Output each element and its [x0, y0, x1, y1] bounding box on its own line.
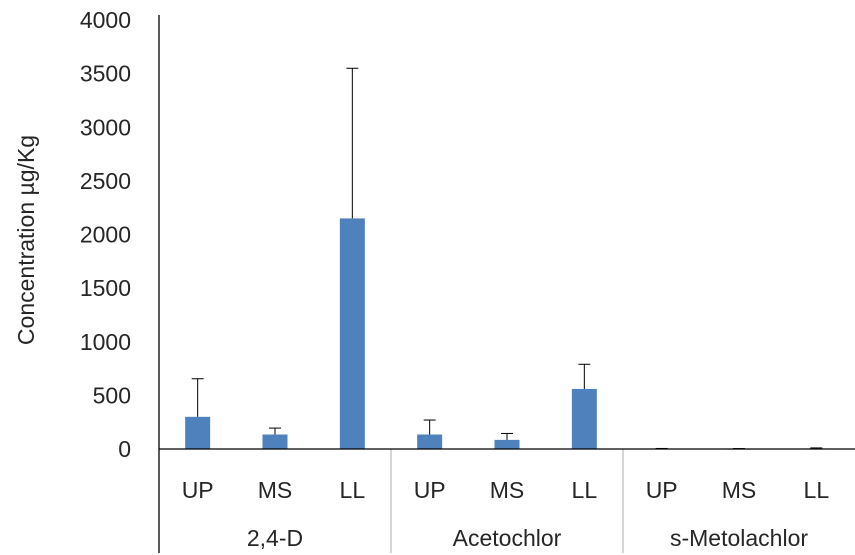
x-category-label: UP [646, 477, 678, 503]
bar [417, 434, 443, 449]
x-category-label: LL [804, 477, 830, 503]
x-category-label: LL [340, 477, 366, 503]
x-category-label: UP [182, 477, 214, 503]
y-tick-label: 3500 [80, 61, 131, 87]
x-group-label: 2,4-D [247, 525, 303, 551]
x-category-label: MS [258, 477, 293, 503]
x-axis-labels: UP MS LL 2,4-D UP MS LL Acetochlor UP MS LL s-Metol… [182, 477, 830, 551]
y-tick-label: 1000 [80, 329, 131, 355]
y-tick-label: 500 [93, 382, 131, 408]
y-tick-label: 2500 [80, 168, 131, 194]
bar [494, 439, 520, 449]
y-tick-label: 0 [118, 436, 131, 462]
x-group-label: s-Metolachlor [670, 525, 808, 551]
y-tick-label: 2000 [80, 222, 131, 248]
bar [262, 434, 288, 449]
y-tick-label: 4000 [80, 7, 131, 33]
bar [339, 218, 365, 449]
error-bars-group [191, 67, 823, 450]
y-tick-label: 3000 [80, 114, 131, 140]
x-category-label: MS [722, 477, 757, 503]
y-axis-ticks: 0 500 1000 1500 2000 2500 3000 3500 4000 [80, 7, 131, 462]
bars-group [185, 218, 829, 450]
bar [185, 416, 211, 449]
axes-group [158, 15, 855, 553]
x-category-label: MS [490, 477, 525, 503]
x-category-label: LL [572, 477, 598, 503]
x-category-label: UP [414, 477, 446, 503]
y-axis-label: Concentration µg/Kg [13, 135, 39, 345]
x-group-label: Acetochlor [453, 525, 562, 551]
bar [571, 388, 597, 449]
y-tick-label: 1500 [80, 275, 131, 301]
